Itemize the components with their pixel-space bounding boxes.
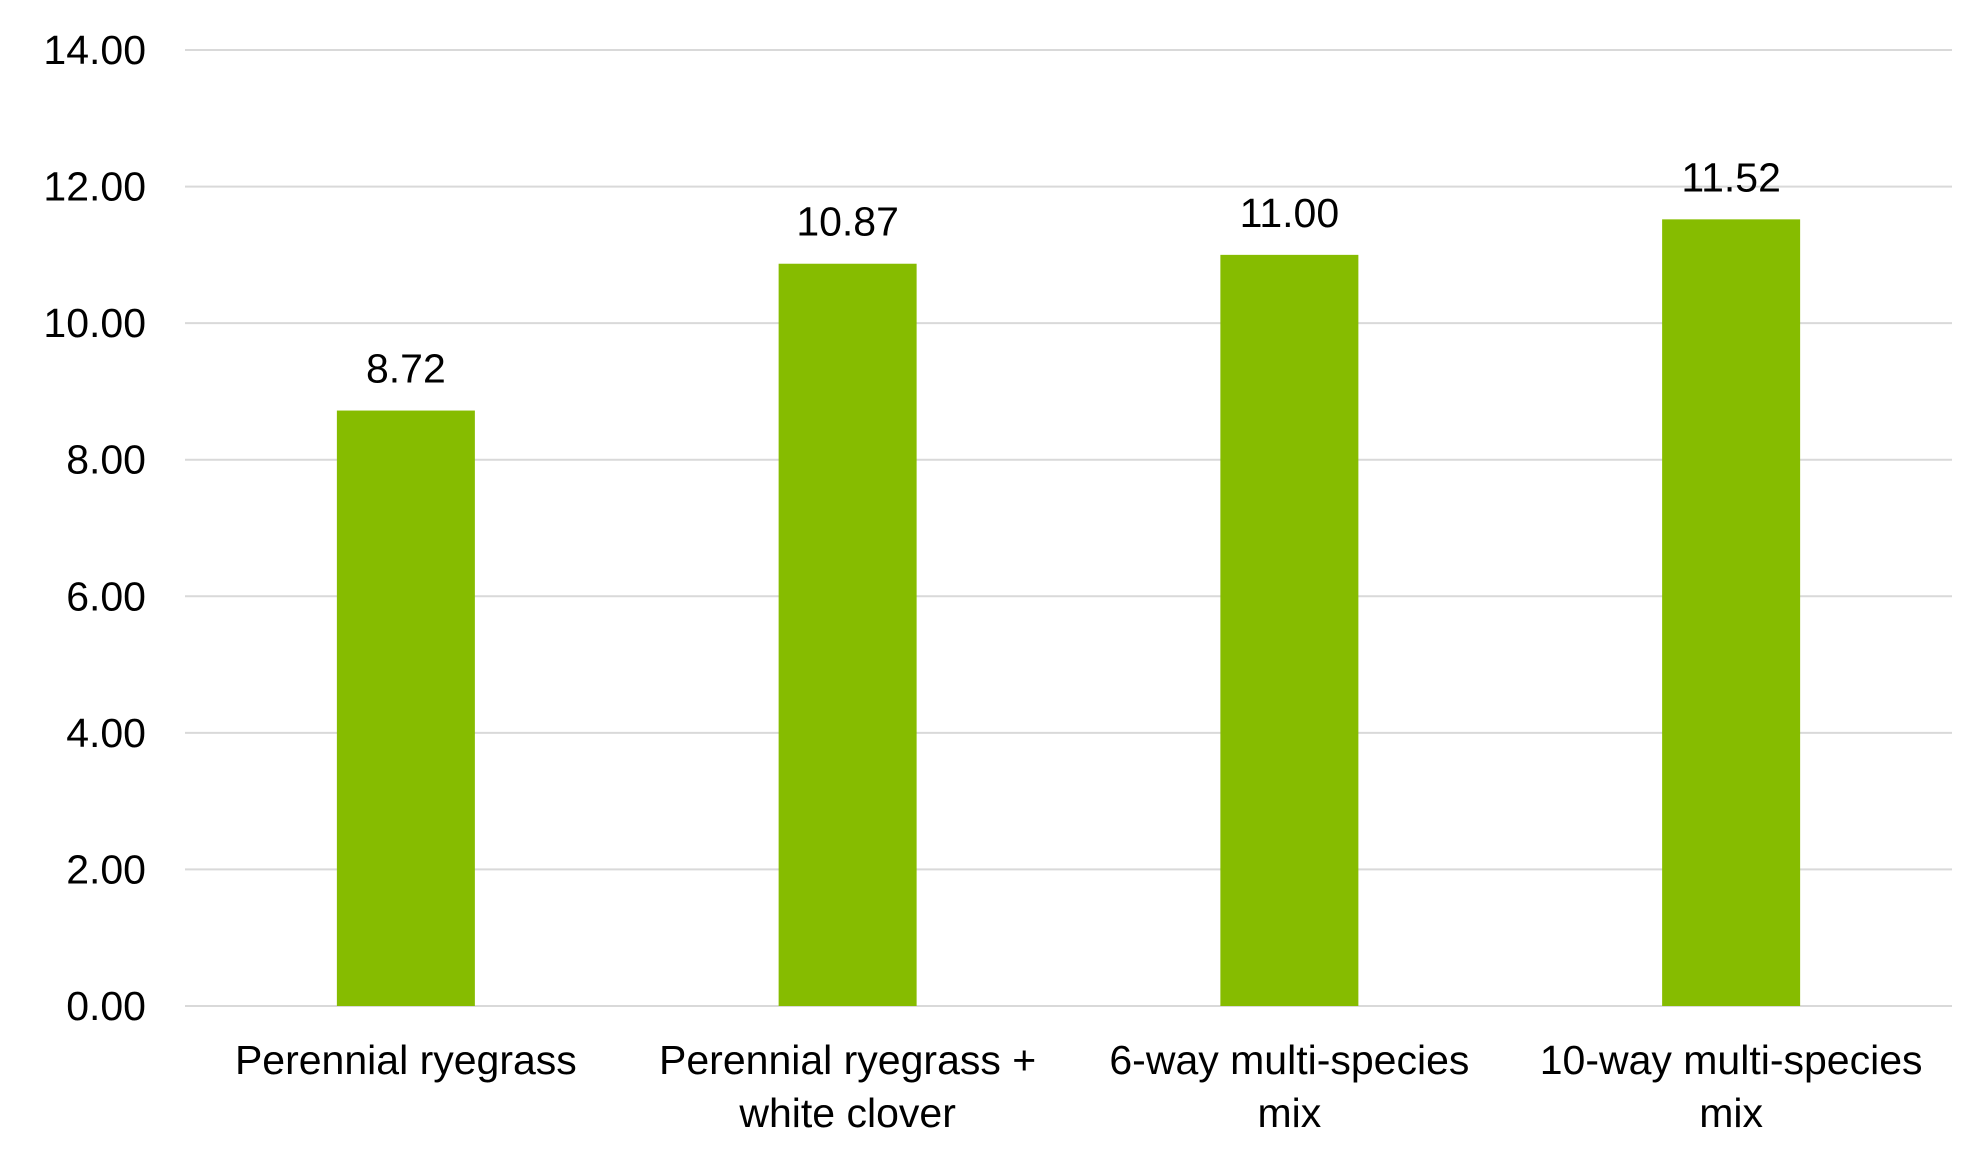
y-tick-label: 0.00 [66,983,146,1029]
bars [336,219,1801,1007]
data-label: 8.72 [366,346,446,392]
x-axis-category-labels: Perennial ryegrass Perennial ryegrass + wh… [235,1037,1923,1136]
category-label: mix [1257,1090,1321,1136]
y-tick-label: 6.00 [66,573,146,619]
data-label: 11.00 [1240,190,1340,236]
data-label: 11.52 [1681,154,1781,200]
y-axis-tick-labels: 0.00 2.00 4.00 6.00 8.00 10.00 12.00 14.00 [43,27,146,1029]
bar [1662,219,1801,1006]
category-label: Perennial ryegrass + [659,1037,1036,1083]
category-label: white clover [738,1090,955,1136]
y-tick-label: 12.00 [43,164,146,210]
y-tick-label: 4.00 [66,710,146,756]
category-label: 10-way multi-species [1540,1037,1923,1083]
category-label: mix [1699,1090,1763,1136]
bar [778,263,917,1007]
category-label: Perennial ryegrass [235,1037,577,1083]
y-tick-label: 8.00 [66,437,146,483]
y-tick-label: 2.00 [66,846,146,892]
gridlines [185,49,1952,1007]
data-label: 10.87 [796,199,899,245]
bar [1220,254,1359,1006]
y-tick-label: 10.00 [43,300,146,346]
data-labels: 8.72 10.87 11.00 11.52 [366,154,1781,391]
y-tick-label: 14.00 [43,27,146,73]
category-label: 6-way multi-species [1109,1037,1469,1083]
bar [336,410,475,1006]
